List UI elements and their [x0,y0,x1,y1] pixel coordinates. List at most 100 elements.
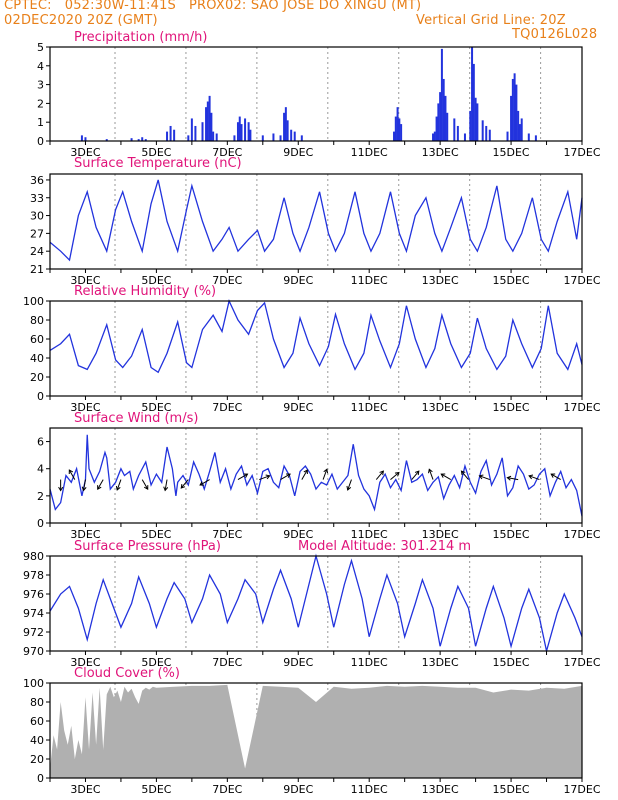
x-tick-label: 11DEC [351,274,388,287]
precip-bar [518,124,521,141]
wind-arrowhead [180,483,186,489]
x-tick-label: 5DEC [141,656,171,669]
x-tick-label: 15DEC [493,146,530,159]
y-tick-label: 100 [23,677,44,690]
wind-arrow [440,473,452,481]
x-tick-label: 15DEC [493,528,530,541]
wind-arrow [280,473,291,481]
precip-bar [272,133,275,141]
wind-arrow [83,479,86,491]
y-tick-label: 970 [23,645,44,658]
x-tick-label: 17DEC [563,401,600,414]
wind-arrowhead [58,486,64,492]
wind-arrowhead [81,486,87,492]
precip-bar [442,78,445,141]
y-tick-label: 21 [30,263,44,276]
series-line [49,434,583,517]
precip-bar [432,133,435,141]
y-tick-label: 40 [30,352,44,365]
x-tick-label: 11DEC [351,783,388,796]
precip-bar [456,125,459,141]
wind-arrow [461,470,469,480]
y-tick-label: 20 [30,371,44,384]
precip-bar [474,97,477,141]
x-tick-label: 11DEC [351,528,388,541]
precip-bar [513,73,516,141]
precip-bar [130,138,133,141]
y-tick-label: 0 [37,772,44,785]
wind-arrow [550,473,561,481]
y-tick-label: 2 [37,490,44,503]
header-grid-line: Vertical Grid Line: 20Z [416,13,566,28]
x-tick-label: 15DEC [493,656,530,669]
x-tick-label: 9DEC [283,656,313,669]
precip-bar [141,137,144,141]
y-tick-label: 980 [23,550,44,563]
wind-arrow [411,470,420,480]
x-tick-label: 13DEC [422,528,459,541]
x-tick-label: 17DEC [563,146,600,159]
panel-title: Surface Temperature (nC) [74,156,242,171]
y-tick-label: 6 [37,436,44,449]
cloud-cover-area [50,684,582,778]
precip-bar [469,110,472,141]
x-tick-label: 13DEC [422,274,459,287]
x-tick-label: 7DEC [212,401,242,414]
y-tick-label: 976 [23,588,44,601]
y-tick-label: 40 [30,734,44,747]
x-tick-label: 9DEC [283,274,313,287]
precip-bar [215,133,218,141]
wind-arrow [68,469,76,480]
series-line [49,299,583,374]
y-tick-label: 0 [37,390,44,403]
wind-arrow [479,475,490,481]
wind-arrow [322,469,328,480]
x-tick-label: 13DEC [422,783,459,796]
precip-bar [472,63,475,141]
precip-bar [84,137,87,141]
y-tick-label: 20 [30,753,44,766]
precip-bar [208,95,211,141]
precip-bar [261,135,264,141]
wind-arrowhead [478,474,484,480]
x-tick-label: 15DEC [493,783,530,796]
wind-arrow [347,479,352,491]
x-tick-label: 13DEC [422,656,459,669]
y-tick-label: 60 [30,333,44,346]
wind-arrow [390,472,400,480]
x-tick-label: 3DEC [70,656,100,669]
precip-bar [137,139,140,141]
x-tick-label: 11DEC [351,656,388,669]
panel-title: Surface Pressure (hPa) [74,539,221,554]
precip-bar [300,135,303,141]
precip-bar [453,118,456,141]
panel-frame [49,46,583,142]
precip-bar [511,78,514,141]
precip-bar [279,135,282,141]
x-tick-label: 15DEC [493,274,530,287]
panel-frame [49,427,583,524]
x-tick-label: 3DEC [70,401,100,414]
precip-bar [476,103,479,141]
wind-arrowhead [163,486,169,492]
y-tick-label: 0 [37,135,44,148]
wind-arrowhead [243,473,249,478]
panel-frame [49,682,583,779]
panel-frame [49,555,583,652]
wind-arrow [237,473,248,481]
y-tick-label: 4 [37,60,44,73]
panel-title: Surface Wind (m/s) [74,411,198,426]
x-tick-label: 5DEC [141,401,171,414]
x-tick-label: 15DEC [493,401,530,414]
y-tick-label: 4 [37,463,44,476]
precip-bar [398,118,401,141]
y-tick-label: 3 [37,79,44,92]
header-model-code: TQ0126L028 [512,27,598,42]
y-tick-label: 2 [37,97,44,110]
y-tick-label: 24 [30,245,44,258]
x-tick-label: 17DEC [563,528,600,541]
wind-arrowhead [550,473,556,478]
wind-arrow [507,477,519,481]
header-station: CPTEC: 052:30W-11:41S PROX02: SAO JOSE D… [4,0,422,13]
wind-arrow [199,479,210,486]
